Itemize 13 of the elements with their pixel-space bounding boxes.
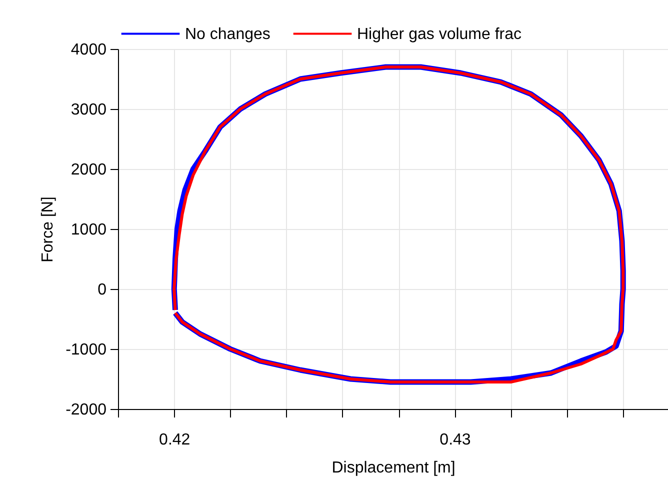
x-axis-title: Displacement [m] [332,460,456,476]
y-tick-label: -1000 [66,342,107,358]
y-tick-label: 0 [98,282,107,298]
x-tick-label: 0.42 [159,432,190,448]
y-tick-label: 2000 [70,162,107,178]
y-tick-label: 3000 [70,102,107,118]
legend-label: No changes [185,26,270,43]
legend-label: Higher gas volume frac [357,26,522,43]
y-tick-label: 1000 [70,222,107,238]
x-tick-label: 0.43 [440,432,471,448]
y-tick-label: 4000 [70,42,107,58]
y-tick-label: -2000 [66,402,107,418]
y-axis-title: Force [N] [40,196,57,262]
